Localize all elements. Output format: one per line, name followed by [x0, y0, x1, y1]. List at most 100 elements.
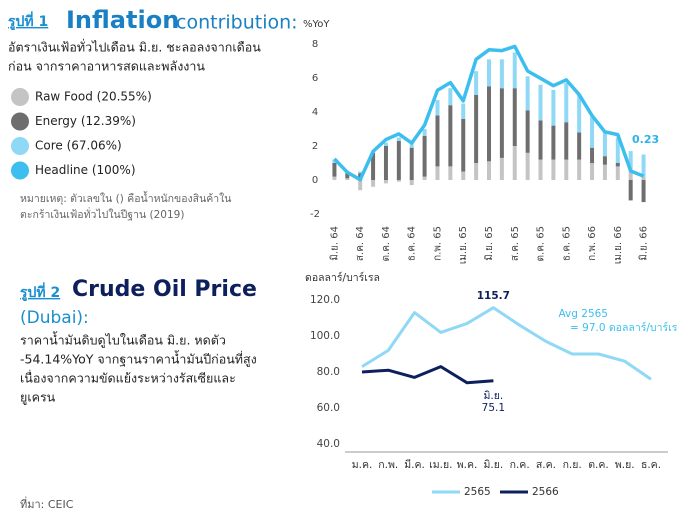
series-line [361, 365, 494, 385]
bar-segment [474, 71, 479, 95]
legend-marker [11, 112, 29, 131]
bar-segment [409, 144, 414, 148]
y-axis-label: ดอลลาร์/บาร์เรล [305, 271, 380, 284]
x-tick-label: มิ.ย. 66 [639, 226, 650, 261]
x-tick-label: มิ.ย. 64 [329, 226, 340, 261]
bar-segment [422, 129, 427, 136]
legend-label: 2565 [464, 486, 491, 498]
bar-segment [383, 146, 388, 180]
bar-segment [628, 180, 633, 201]
bar-segment [448, 105, 453, 167]
figure-label: รูปที่ 1 [8, 11, 48, 30]
y-tick-label: 0 [312, 175, 318, 186]
x-tick-label: มี.ค. [404, 458, 425, 471]
bar-segment [332, 176, 337, 180]
description: -54.14%YoY จากฐานราคาน้ำมันปีก่อนที่สูง [20, 350, 257, 368]
y-tick-label: 6 [312, 73, 318, 84]
x-tick-label: เม.ย. [429, 459, 452, 471]
bar-segment [461, 118, 466, 172]
legend-marker [11, 161, 29, 180]
bar-segment [615, 163, 620, 167]
bar-segment [602, 164, 607, 180]
bar-segment [628, 171, 633, 180]
legend-label: Headline (100%) [35, 163, 136, 177]
bar-segment [577, 159, 582, 180]
bar-segment [628, 151, 633, 172]
bar-segment [525, 110, 530, 153]
bar-segment [435, 100, 440, 116]
bar-segment [487, 161, 491, 180]
description: เนื่องจากความขัดแย้งระหว่างรัสเซียและ [20, 370, 236, 386]
legend-marker [11, 88, 29, 106]
bar-segment [538, 159, 543, 180]
bar-segment [641, 154, 646, 177]
bar-segment [551, 125, 556, 160]
bar-segment [641, 180, 646, 203]
description: ก่อน จากราคาอาหารสดและพลังงาน [8, 59, 205, 74]
bar-segment [615, 137, 620, 163]
legend-label: Core (67.06%) [35, 139, 122, 153]
bar-segment [590, 163, 595, 180]
annotation: Avg 2565 [558, 308, 608, 320]
bar-segment [474, 95, 479, 163]
bar-segment [577, 95, 582, 133]
bar-segment [512, 52, 517, 89]
bar-segment [564, 122, 569, 160]
bar-segment [577, 132, 582, 160]
bar-segment [332, 163, 337, 177]
bar-segment [345, 173, 350, 179]
x-tick-label: ต.ค. 64 [381, 226, 392, 261]
bar-segment [551, 89, 556, 126]
headline-line [333, 44, 645, 182]
bar-segment [422, 135, 427, 177]
bar-segment [615, 166, 620, 180]
figure-label: รูปที่ 2 [20, 282, 60, 301]
y-tick-label: 80.0 [317, 366, 340, 378]
x-tick-label: พ.ค. [457, 459, 478, 471]
note: หมายเหตุ: ตัวเลขใน () คือน้ำหนักของสินค้… [20, 191, 231, 205]
chart-title: Inflation [66, 6, 179, 34]
bar-segment [590, 147, 595, 163]
bar-segment [499, 88, 504, 158]
bar-segment [371, 180, 376, 187]
bar-segment [538, 120, 543, 160]
legend-label: Raw Food (20.55%) [35, 90, 152, 104]
y-tick-label: 40.0 [317, 438, 340, 450]
bar-segment [383, 142, 388, 146]
x-tick-label: ส.ค. [536, 459, 556, 471]
x-tick-label: ก.พ. [378, 459, 398, 471]
x-tick-label: ก.ย. [563, 459, 582, 471]
bar-segment [487, 86, 491, 162]
bar-segment [525, 152, 530, 180]
bar-segment [512, 88, 517, 146]
bar-segment [409, 180, 414, 186]
bar-segment [538, 84, 543, 121]
bar-segment [551, 159, 556, 180]
chart-subtitle: (Dubai): [20, 308, 89, 328]
bar-segment [396, 140, 401, 180]
bar-segment [371, 152, 376, 180]
bar-segment [461, 103, 466, 119]
series-line [361, 306, 652, 381]
x-tick-label: พ.ย. [615, 459, 635, 471]
y-tick-label: 4 [312, 107, 318, 118]
y-tick-label: 8 [312, 39, 318, 50]
bar-segment [512, 146, 517, 180]
bar-segment [409, 147, 414, 180]
y-tick-label: 60.0 [317, 402, 340, 414]
description: อัตราเงินเฟ้อทั่วไปเดือน มิ.ย. ชะลอลงจาก… [8, 39, 261, 55]
bar-segment [461, 171, 466, 180]
bar-segment [590, 117, 595, 148]
bar-segment [396, 180, 401, 182]
bar-segment [358, 180, 363, 191]
y-tick-label: 100.0 [310, 330, 340, 342]
x-tick-label: ม.ค. [352, 459, 373, 471]
y-tick-label: -2 [310, 209, 320, 220]
bar-segment [435, 115, 440, 167]
annotation: มิ.ย. [483, 390, 503, 402]
x-tick-label: ต.ค. 65 [536, 226, 547, 261]
bar-segment [435, 166, 440, 180]
y-tick-label: 120.0 [310, 294, 340, 306]
note: ตะกร้าเงินเฟ้อทั่วไปในปีฐาน (2019) [20, 207, 184, 221]
